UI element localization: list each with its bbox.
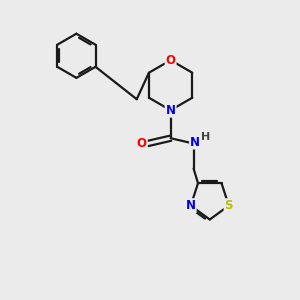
Text: N: N: [190, 136, 200, 148]
Text: S: S: [225, 199, 233, 212]
Text: O: O: [137, 137, 147, 150]
Text: O: O: [166, 54, 176, 67]
Text: H: H: [201, 132, 211, 142]
Text: N: N: [166, 104, 176, 117]
Text: N: N: [186, 199, 196, 212]
